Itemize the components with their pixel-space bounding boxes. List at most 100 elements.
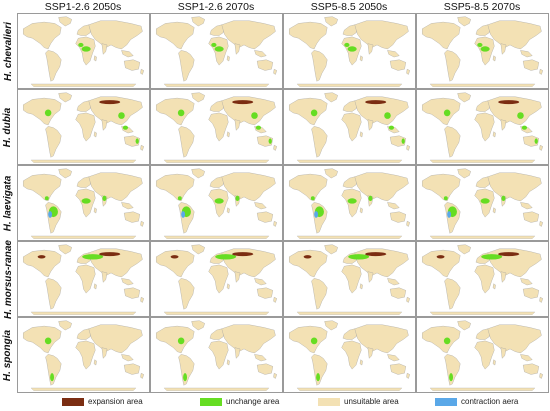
landmass: [93, 131, 97, 138]
landmass: [273, 372, 277, 379]
landmass: [359, 359, 363, 366]
landmass: [163, 159, 270, 163]
region-unchange: [401, 138, 405, 144]
map-panel: [17, 165, 150, 241]
landmass: [500, 43, 507, 55]
region-unchange: [255, 125, 262, 130]
landmass: [256, 287, 274, 299]
landmass: [422, 325, 461, 354]
landmass: [296, 83, 403, 87]
world-map: [417, 90, 548, 164]
landmass: [156, 97, 195, 126]
landmass: [474, 340, 495, 370]
landmass: [58, 92, 72, 103]
world-map: [18, 242, 149, 316]
landmass: [342, 100, 358, 112]
region-unchange: [177, 109, 185, 117]
landmass: [389, 363, 407, 375]
column-header-2: SSP1-2.6 2070s: [177, 1, 255, 13]
landmass: [254, 278, 267, 286]
region-unchange: [443, 109, 451, 117]
landmass: [209, 100, 225, 112]
landmass: [539, 220, 543, 227]
region-unchange: [78, 42, 84, 47]
landmass: [387, 50, 400, 58]
landmass: [23, 97, 62, 126]
landmass: [367, 43, 374, 55]
landmass: [387, 278, 400, 286]
landmass: [101, 43, 108, 55]
landmass: [429, 387, 536, 391]
landmass: [429, 235, 536, 239]
landmass: [140, 144, 144, 151]
landmass: [30, 159, 137, 163]
map-panel: [416, 13, 549, 89]
landmass: [389, 135, 407, 147]
landmass: [23, 21, 62, 50]
landmass: [254, 50, 267, 58]
world-map: [151, 14, 282, 88]
row-label-3: H. laevigata: [0, 165, 16, 241]
landmass: [539, 372, 543, 379]
landmass: [123, 287, 141, 299]
landmass: [209, 176, 225, 188]
landmass: [58, 244, 72, 255]
landmass: [191, 92, 205, 103]
landmass: [500, 119, 507, 131]
landmass: [522, 287, 540, 299]
landmass: [75, 264, 96, 294]
landmass: [342, 328, 358, 340]
landmass: [45, 126, 62, 158]
landmass: [93, 359, 97, 366]
world-map: [151, 318, 282, 392]
landmass: [256, 135, 274, 147]
world-map: [18, 166, 149, 240]
region-expansion: [232, 100, 254, 105]
region-unchange: [316, 373, 321, 382]
landmass: [273, 220, 277, 227]
region-unchange: [477, 42, 483, 47]
landmass: [30, 235, 137, 239]
landmass: [58, 168, 72, 179]
region-unchange: [348, 254, 370, 260]
world-map: [151, 166, 282, 240]
landmass: [422, 97, 461, 126]
landmass: [289, 21, 328, 50]
landmass: [289, 173, 328, 202]
region-unchange: [44, 196, 49, 201]
landmass: [23, 249, 62, 278]
landmass: [123, 59, 141, 71]
landmass: [123, 363, 141, 375]
landmass: [58, 16, 72, 27]
landmass: [389, 211, 407, 223]
landmass: [93, 55, 97, 62]
landmass: [444, 126, 461, 158]
world-map: [284, 166, 415, 240]
landmass: [492, 131, 496, 138]
map-panel: [283, 317, 416, 393]
region-unchange: [81, 46, 91, 52]
landmass: [522, 211, 540, 223]
landmass: [88, 96, 143, 126]
landmass: [93, 283, 97, 290]
world-map: [18, 14, 149, 88]
landmass: [354, 172, 409, 202]
region-unchange: [449, 373, 454, 382]
world-map: [284, 14, 415, 88]
landmass: [221, 20, 276, 50]
region-unchange: [310, 337, 318, 345]
region-unchange: [135, 138, 139, 144]
landmass: [367, 347, 374, 359]
landmass: [475, 176, 491, 188]
map-panel: [416, 241, 549, 317]
map-panel: [150, 89, 283, 165]
region-unchange: [50, 373, 55, 382]
landmass: [520, 50, 533, 58]
landmass: [311, 50, 328, 82]
landmass: [341, 264, 362, 294]
map-panel: [283, 89, 416, 165]
landmass: [156, 325, 195, 354]
column-header-4: SSP5-8.5 2070s: [443, 1, 521, 13]
legend-label: contraction aera: [461, 397, 519, 406]
world-map: [18, 318, 149, 392]
